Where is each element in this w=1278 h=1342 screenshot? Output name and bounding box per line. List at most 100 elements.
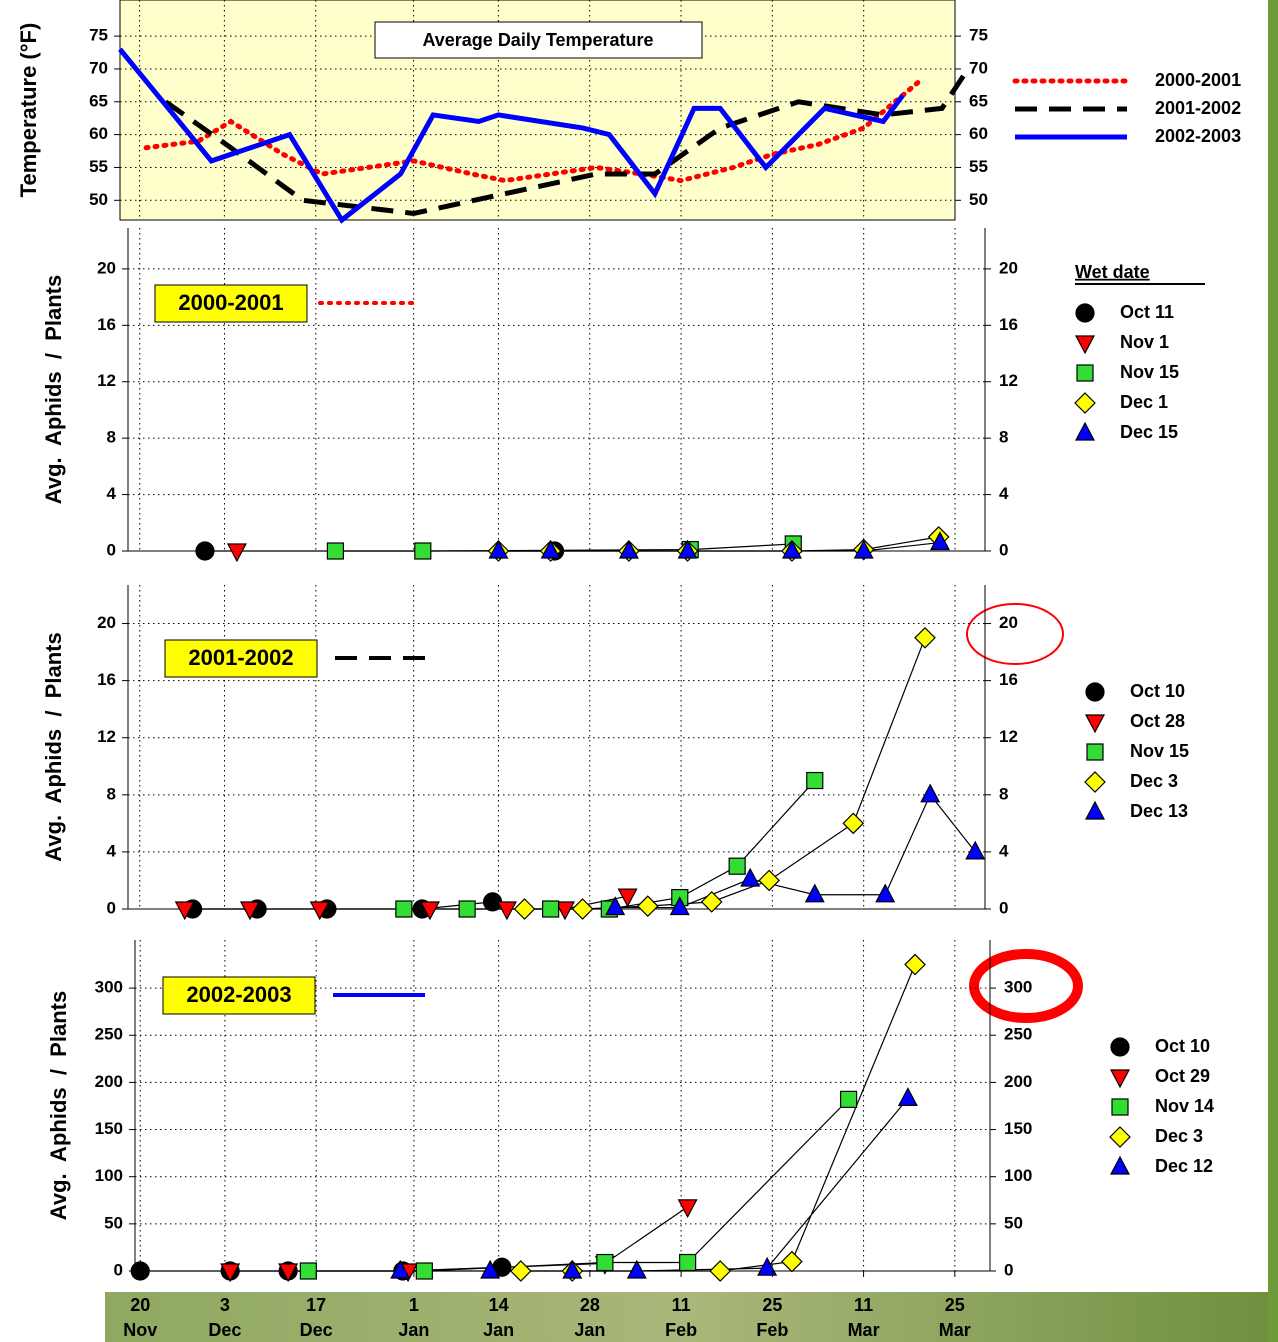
y-tick-label: 4: [999, 484, 1009, 503]
marker: [728, 857, 746, 875]
y-tick-label: 250: [1004, 1025, 1032, 1044]
legend-marker: [1109, 1126, 1131, 1148]
legend-marker: [1075, 303, 1095, 323]
series-label-box: [154, 284, 308, 323]
marker: [930, 531, 950, 551]
legend-label: 2002-2003: [1155, 126, 1241, 146]
y-tick-label: 8: [107, 784, 116, 803]
y-tick-label: 100: [95, 1166, 123, 1185]
x-tick-label: 20: [130, 1295, 150, 1315]
y-tick-label: 100: [1004, 1166, 1032, 1185]
y-tick-label: 20: [97, 258, 116, 277]
y-tick-label: 300: [95, 978, 123, 997]
legend-label: Dec 13: [1130, 801, 1188, 821]
y-tick-label: 16: [999, 315, 1018, 334]
marker: [626, 1259, 647, 1279]
marker: [513, 898, 536, 920]
x-tick-month: Jan: [398, 1320, 429, 1340]
legend-label: Dec 3: [1155, 1126, 1203, 1146]
y-tick-label: 150: [1004, 1119, 1032, 1138]
y-tick-label: 0: [114, 1260, 123, 1279]
marker: [709, 1260, 732, 1282]
legend-label: Oct 10: [1130, 681, 1185, 701]
connector-line: [520, 964, 916, 1272]
marker: [740, 867, 761, 887]
connector-line: [192, 901, 493, 910]
y-tick-label: 4: [107, 841, 117, 860]
marker: [596, 1253, 614, 1272]
y-tick-label: 0: [999, 540, 1008, 559]
y-tick-label: 4: [107, 484, 117, 503]
marker: [679, 1253, 697, 1272]
line-series: [164, 67, 971, 216]
connector-line: [230, 1206, 688, 1272]
legend-marker: [1111, 1098, 1129, 1116]
y-tick-label: 20: [97, 613, 116, 632]
y-tick-label: 0: [107, 898, 116, 917]
legend-label: Dec 1: [1120, 392, 1168, 412]
highlight-ring: [966, 603, 1064, 665]
series-label-box: [162, 976, 316, 1015]
x-tick-month: Jan: [574, 1320, 605, 1340]
marker: [326, 542, 345, 560]
connector-line: [615, 793, 976, 909]
x-tick-month: Mar: [939, 1320, 971, 1340]
marker: [220, 1263, 241, 1283]
marker: [488, 539, 509, 559]
marker: [605, 896, 626, 916]
x-tick-month: Mar: [848, 1320, 880, 1340]
x-tick-label: 25: [762, 1295, 782, 1315]
highlight-ring: [969, 949, 1083, 1023]
x-tick-month: Dec: [208, 1320, 241, 1340]
legend-marker: [1085, 800, 1105, 820]
y-axis-title: Avg. Aphids / Plants: [41, 275, 66, 504]
legend-marker: [1084, 771, 1106, 793]
y-tick-label: 250: [95, 1025, 123, 1044]
marker: [496, 901, 517, 921]
legend-label: Oct 11: [1120, 302, 1174, 322]
x-tick-label: 14: [489, 1295, 509, 1315]
marker: [904, 953, 926, 976]
x-tick-label: 28: [580, 1295, 600, 1315]
background-strip: [1268, 0, 1278, 1342]
y-tick-label: 60: [969, 124, 988, 143]
marker: [554, 901, 575, 921]
line-series: [118, 47, 905, 224]
y-tick-label: 75: [89, 26, 108, 45]
legend-marker: [1075, 335, 1095, 355]
chart-title: Average Daily Temperature: [422, 30, 653, 50]
y-tick-label: 20: [999, 258, 1018, 277]
plot-frame: [119, 0, 956, 221]
connector-line: [524, 637, 926, 910]
marker: [540, 539, 561, 559]
series-label: 2001-2002: [188, 645, 293, 670]
connector-line: [400, 1098, 909, 1272]
y-tick-label: 8: [999, 784, 1008, 803]
x-tick-label: 11: [672, 1295, 691, 1315]
y-axis-title: Temperature (°F): [16, 23, 41, 198]
legend-label: Nov 15: [1120, 362, 1179, 382]
marker: [618, 539, 639, 559]
marker: [677, 1199, 698, 1219]
y-tick-label: 70: [969, 58, 988, 77]
marker: [414, 542, 432, 560]
y-tick-label: 70: [89, 58, 108, 77]
y-tick-label: 12: [999, 727, 1018, 746]
legend-label: Oct 10: [1155, 1036, 1210, 1056]
legend-marker: [1086, 743, 1104, 761]
marker: [395, 900, 413, 918]
legend-marker: [1085, 682, 1105, 702]
y-tick-label: 12: [999, 371, 1018, 390]
marker: [806, 771, 824, 790]
x-tick-label: 1: [409, 1295, 419, 1315]
marker: [617, 888, 638, 908]
legend-label: Nov 1: [1120, 332, 1169, 352]
connector-line: [308, 1098, 850, 1272]
x-tick-month: Feb: [665, 1320, 697, 1340]
y-tick-label: 200: [95, 1072, 123, 1091]
legend-title: Wet date: [1075, 262, 1150, 282]
y-tick-label: 12: [97, 371, 116, 390]
y-tick-label: 65: [89, 91, 108, 110]
marker: [458, 900, 476, 918]
